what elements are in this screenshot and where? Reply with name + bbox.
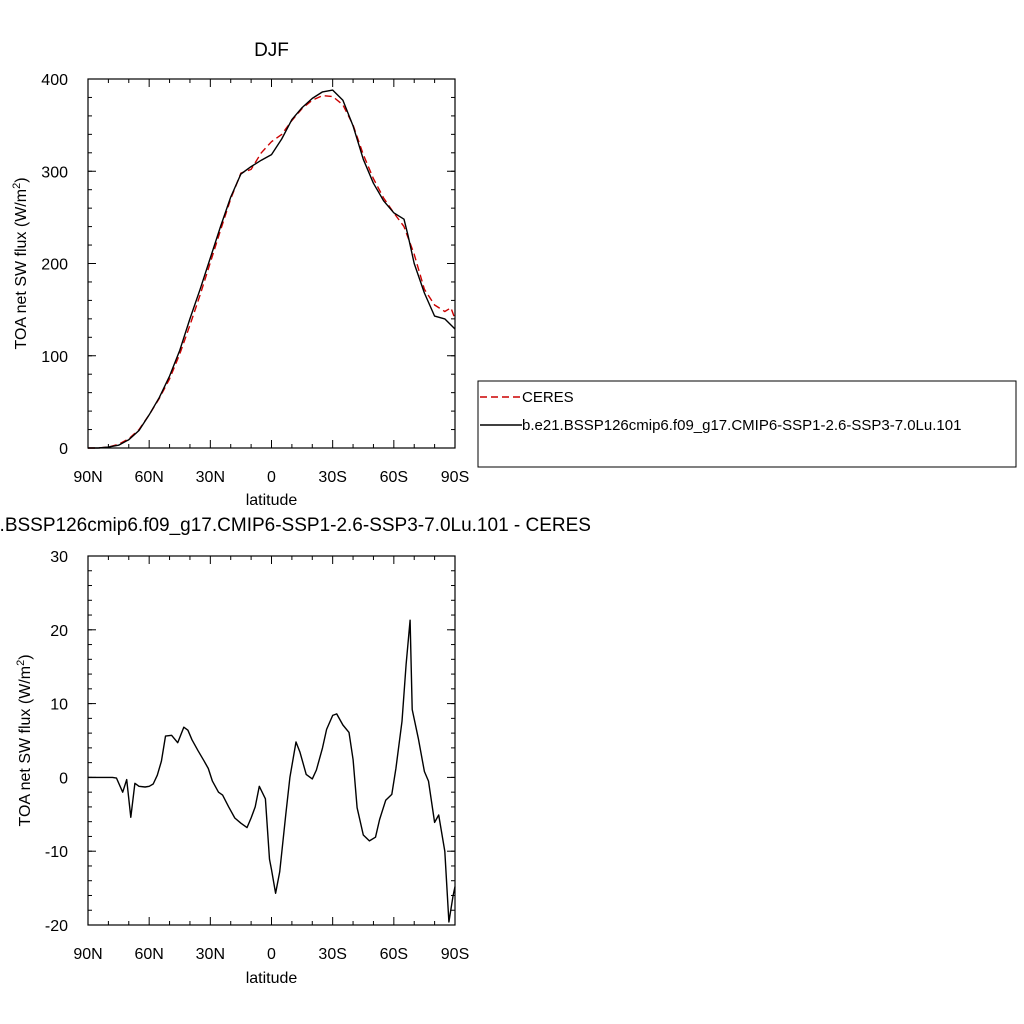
x-tick-label: 30N [196,469,225,486]
x-tick-label: 30S [318,946,346,963]
y-tick-label: 30 [50,549,68,566]
x-tick-label: 90N [73,946,102,963]
legend-entry: b.e21.BSSP126cmip6.f09_g17.CMIP6-SSP1-2.… [522,417,961,434]
chart-title: DJF [254,40,289,61]
x-tick-label: 30S [318,469,346,486]
top-panel: DJF 90N 60N 30N 0 30S 60S 90S 0 100 200 300 400 latit… [11,40,1017,509]
y-tick-label: 300 [41,164,68,181]
x-tick-label: 60S [380,946,408,963]
x-tick-label: 0 [267,469,276,486]
bottom-panel: b.e21.BSSP126cmip6.f09_g17.CMIP6-SSP1-2.… [0,515,591,987]
y-tick-label: 100 [41,349,68,366]
x-tick-label: 60S [380,469,408,486]
x-tick-label: 0 [267,946,276,963]
series-line-0 [88,619,456,923]
y-tick-label: -20 [45,918,68,935]
y-axis-label: TOA net SW flux (W/m2) [15,654,34,826]
y-tick-label: 400 [41,72,68,89]
y-tick-label: 10 [50,697,68,714]
legend-box [477,380,1017,468]
x-tick-label: 30N [196,946,225,963]
y-tick-label: 20 [50,623,68,640]
y-tick-label: -10 [45,844,68,861]
y-tick-label: 200 [41,257,68,274]
series-line-0 [88,94,456,449]
x-tick-label: 90S [441,469,469,486]
x-tick-label: 60N [134,469,163,486]
chart-title: b.e21.BSSP126cmip6.f09_g17.CMIP6-SSP1-2.… [0,515,591,536]
y-axis-label: TOA net SW flux (W/m2) [11,177,30,349]
legend-entry: CERES [522,389,574,406]
x-axis-label: latitude [246,970,298,987]
y-tick-label: 0 [59,770,68,787]
plot-frame [87,78,456,449]
x-tick-label: 90S [441,946,469,963]
series-line-1 [88,89,456,449]
x-axis-label: latitude [246,492,298,509]
x-tick-label: 60N [134,946,163,963]
y-tick-label: 0 [59,441,68,458]
x-tick-label: 90N [73,469,102,486]
